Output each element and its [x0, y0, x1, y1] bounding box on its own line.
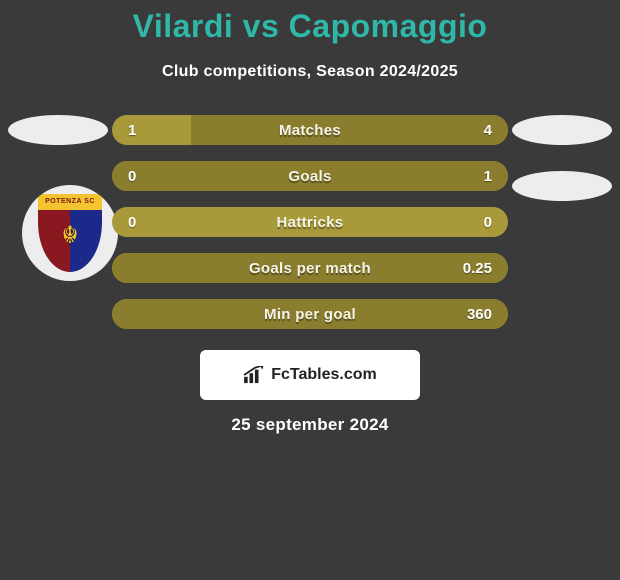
- stat-rows: 1 Matches 4 0 Goals 1 0 Hattricks 0 Goal…: [112, 115, 508, 345]
- stat-label: Min per goal: [112, 306, 508, 323]
- team-shield-icon: POTENZA SC ☬: [38, 194, 102, 272]
- stat-row-goals-per-match: Goals per match 0.25: [112, 253, 508, 283]
- stat-right-value: 4: [484, 122, 492, 139]
- player-left-team-logo: POTENZA SC ☬: [22, 185, 118, 281]
- brand-badge: FcTables.com: [200, 350, 420, 400]
- stat-row-hattricks: 0 Hattricks 0: [112, 207, 508, 237]
- shield-banner: POTENZA SC: [38, 194, 102, 210]
- stat-label: Hattricks: [112, 214, 508, 231]
- stat-label: Goals: [112, 168, 508, 185]
- stat-row-goals: 0 Goals 1: [112, 161, 508, 191]
- player-left-name-pill: [8, 115, 108, 145]
- stat-row-min-per-goal: Min per goal 360: [112, 299, 508, 329]
- shield-lion-icon: ☬: [54, 220, 86, 252]
- page-title: Vilardi vs Capomaggio: [0, 0, 620, 45]
- stat-right-value: 360: [467, 306, 492, 323]
- bar-chart-icon: [243, 366, 265, 384]
- stat-right-value: 1: [484, 168, 492, 185]
- stat-row-matches: 1 Matches 4: [112, 115, 508, 145]
- player-right-avatar-pill: [512, 171, 612, 201]
- date-label: 25 september 2024: [0, 415, 620, 435]
- player-right-name-pill: [512, 115, 612, 145]
- stat-label: Goals per match: [112, 260, 508, 277]
- brand-text: FcTables.com: [271, 366, 377, 384]
- stat-right-value: 0: [484, 214, 492, 231]
- stat-right-value: 0.25: [463, 260, 492, 277]
- subtitle: Club competitions, Season 2024/2025: [0, 63, 620, 81]
- stat-label: Matches: [112, 122, 508, 139]
